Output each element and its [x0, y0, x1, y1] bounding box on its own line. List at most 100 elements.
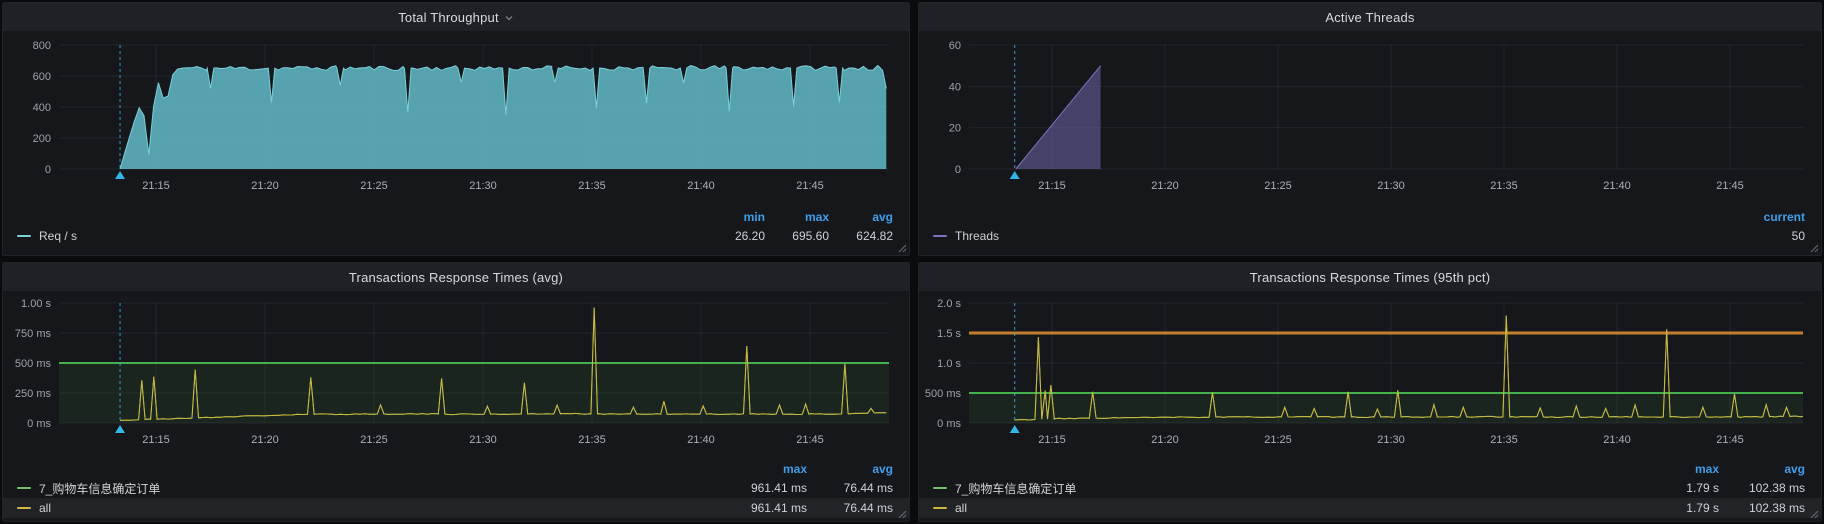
panel-active-threads: Active Threads 0 20 40 60 21:15 21:20 21:25 21:…	[918, 2, 1822, 256]
legend-value: 102.38 ms	[1748, 481, 1805, 495]
legend-column-current[interactable]: current	[1763, 209, 1805, 224]
legend-row: Req / s 26.20 695.60 624.82	[17, 226, 893, 246]
legend-column-max[interactable]: max	[1694, 461, 1719, 476]
y-axis-tick-label: 500 ms	[15, 358, 52, 370]
legend-value: 50	[1791, 229, 1805, 243]
time-series-chart[interactable]: 0 ms 250 ms 500 ms 750 ms 1.00 s 21:15 21:20 21…	[3, 291, 909, 459]
series-color-dash-icon	[17, 235, 31, 237]
legend-value: 624.82	[856, 229, 893, 243]
legend-series-label[interactable]: 7_购物车信息确定订单	[933, 480, 1076, 497]
x-axis-tick-label: 21:20	[251, 434, 279, 446]
legend-value: 102.38 ms	[1748, 501, 1805, 515]
y-axis-tick-label: 200	[33, 133, 51, 145]
y-axis-tick-label: 1.5 s	[937, 328, 961, 340]
legend-row: 7_购物车信息确定订单 961.41 ms 76.44 ms	[17, 478, 893, 498]
legend-column-max[interactable]: max	[804, 209, 829, 224]
x-axis-tick-label: 21:45	[796, 434, 824, 446]
chart-canvas[interactable]: 0 20 40 60 21:15 21:20 21:25 21:30 21:35 21:40 21:…	[919, 31, 1821, 207]
y-axis-tick-label: 40	[949, 81, 961, 93]
panel-title[interactable]: Total Throughput	[398, 9, 499, 25]
series-name: Threads	[955, 229, 1000, 243]
panel-resize-handle[interactable]	[1810, 244, 1819, 253]
panel-title[interactable]: Transactions Response Times (95th pct)	[1249, 269, 1491, 285]
chart-canvas[interactable]: 0 ms 500 ms 1.0 s 1.5 s 2.0 s 21:15 21:20 21:25…	[919, 291, 1821, 459]
y-axis-tick-label: 250 ms	[15, 388, 52, 400]
legend-column-min[interactable]: min	[743, 209, 765, 224]
x-axis-tick-label: 21:40	[1603, 434, 1631, 446]
x-axis-tick-label: 21:45	[1716, 180, 1744, 192]
time-series-chart[interactable]: 0 20 40 60 21:15 21:20 21:25 21:30 21:35 21:40 21:…	[919, 31, 1821, 207]
legend-row: all 1.79 s 102.38 ms	[919, 498, 1821, 518]
x-axis-tick-label: 21:25	[360, 180, 388, 192]
legend-column-avg[interactable]: avg	[872, 461, 893, 476]
y-axis-tick-label: 750 ms	[15, 328, 52, 340]
legend-value: 76.44 ms	[843, 501, 893, 515]
legend-column-avg[interactable]: avg	[1784, 461, 1805, 476]
x-axis-tick-label: 21:35	[1490, 180, 1518, 192]
x-axis-tick-label: 21:30	[469, 434, 497, 446]
chart-canvas[interactable]: 0 ms 250 ms 500 ms 750 ms 1.00 s 21:15 21:20 21…	[3, 291, 909, 459]
legend-series-label[interactable]: all	[933, 501, 967, 515]
panel-resize-handle[interactable]	[898, 510, 907, 519]
x-axis-tick-label: 21:20	[1151, 434, 1179, 446]
annotation-marker-icon[interactable]	[115, 425, 126, 433]
panel-header[interactable]: Transactions Response Times (95th pct)	[919, 263, 1821, 291]
x-axis-tick-label: 21:45	[1716, 434, 1744, 446]
time-series-chart[interactable]: 0 200 400 600 800 21:15 21:20 21:25 21:30 21:35 21…	[3, 31, 909, 207]
x-axis-tick-label: 21:15	[1038, 180, 1066, 192]
x-axis-tick-label: 21:30	[1377, 434, 1405, 446]
legend-header-row: current	[933, 209, 1805, 224]
y-axis-tick-label: 0	[955, 164, 961, 176]
panel-header[interactable]: Total Throughput	[3, 3, 909, 31]
x-axis-tick-label: 21:40	[1603, 180, 1631, 192]
x-axis-tick-label: 21:40	[687, 434, 715, 446]
series-color-dash-icon	[17, 507, 31, 509]
x-axis-tick-label: 21:30	[469, 180, 497, 192]
series-color-dash-icon	[933, 235, 947, 237]
y-axis-tick-label: 2.0 s	[937, 298, 961, 310]
y-axis-tick-label: 1.0 s	[937, 358, 961, 370]
series-name: 7_购物车信息确定订单	[955, 481, 1077, 496]
legend-header-row: max avg	[933, 461, 1805, 476]
x-axis-tick-label: 21:40	[687, 180, 715, 192]
legend-value: 961.41 ms	[750, 501, 807, 515]
annotation-marker-icon[interactable]	[1009, 425, 1020, 433]
legend-column-max[interactable]: max	[782, 461, 807, 476]
y-axis-tick-label: 20	[949, 123, 961, 135]
legend-series-label[interactable]: Req / s	[17, 229, 77, 243]
legend-series-label[interactable]: all	[17, 501, 51, 515]
annotation-marker-icon[interactable]	[1009, 171, 1020, 179]
panel-title[interactable]: Transactions Response Times (avg)	[348, 269, 564, 285]
panel-resize-handle[interactable]	[1810, 510, 1819, 519]
y-axis-tick-label: 60	[949, 40, 961, 52]
legend-column-avg[interactable]: avg	[872, 209, 893, 224]
series-color-dash-icon	[933, 507, 947, 509]
legend: max avg 7_购物车信息确定订单 1.79 s 102.38 ms all 1.79 …	[919, 461, 1821, 518]
series-name: 7_购物车信息确定订单	[39, 481, 161, 496]
legend-row: 7_购物车信息确定订单 1.79 s 102.38 ms	[933, 478, 1805, 498]
x-axis-tick-label: 21:35	[578, 180, 606, 192]
legend: min max avg Req / s 26.20 695.60 624.82	[3, 209, 909, 246]
panel-title[interactable]: Active Threads	[1325, 9, 1415, 25]
legend-value: 26.20	[734, 229, 765, 243]
time-series-chart[interactable]: 0 ms 500 ms 1.0 s 1.5 s 2.0 s 21:15 21:20 21:25…	[919, 291, 1821, 459]
x-axis-tick-label: 21:15	[142, 434, 170, 446]
panel-resize-handle[interactable]	[898, 244, 907, 253]
legend-series-label[interactable]: Threads	[933, 229, 999, 243]
chevron-down-icon	[505, 16, 513, 21]
y-axis-tick-label: 0 ms	[937, 418, 961, 430]
panel-header[interactable]: Active Threads	[919, 3, 1821, 31]
y-axis-tick-label: 1.00 s	[21, 298, 51, 310]
legend-series-label[interactable]: 7_购物车信息确定订单	[17, 480, 160, 497]
x-axis-tick-label: 21:25	[360, 434, 388, 446]
legend-value: 961.41 ms	[750, 481, 807, 495]
chart-canvas[interactable]: 0 200 400 600 800 21:15 21:20 21:25 21:30 21:35 21…	[3, 31, 909, 207]
legend-value: 76.44 ms	[843, 481, 893, 495]
x-axis-tick-label: 21:35	[578, 434, 606, 446]
annotation-marker-icon[interactable]	[115, 171, 126, 179]
legend-header-row: min max avg	[17, 209, 893, 224]
y-axis-tick-label: 800	[33, 40, 51, 52]
panel-header[interactable]: Transactions Response Times (avg)	[3, 263, 909, 291]
legend-value: 695.60	[792, 229, 829, 243]
y-axis-tick-label: 500 ms	[925, 388, 962, 400]
